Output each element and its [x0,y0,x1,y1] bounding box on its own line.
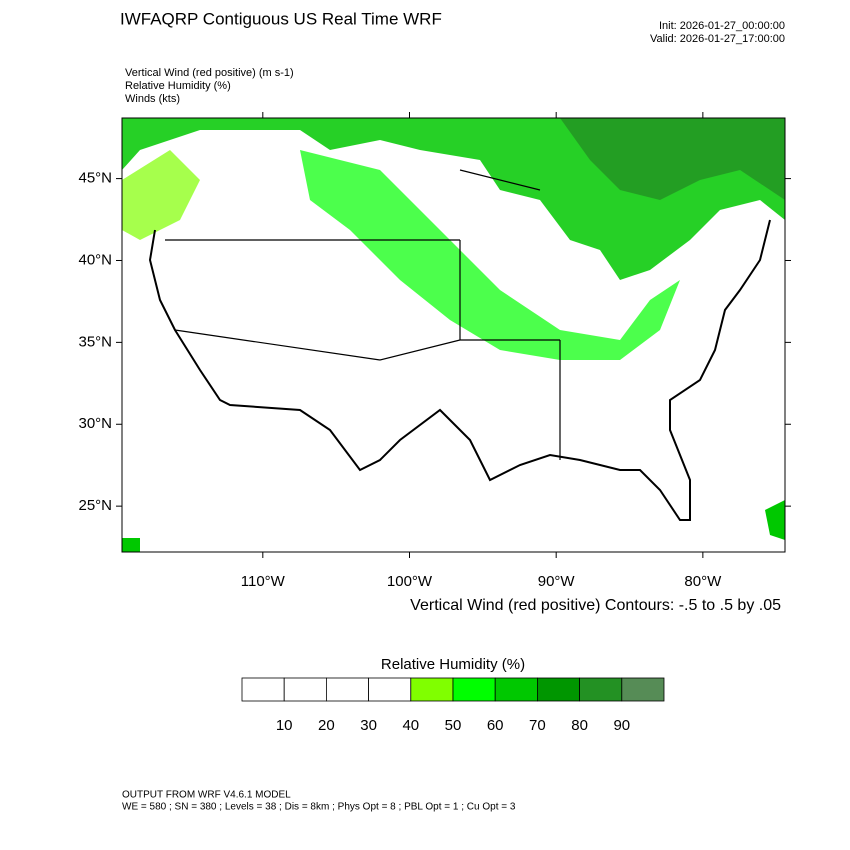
title: IWFAQRP Contiguous US Real Time WRF [120,9,442,28]
colorbar-box [283,677,327,702]
colorbar-label: 10 [276,717,293,734]
colorbar-box [325,677,369,702]
colorbar-label: 60 [487,717,504,734]
colorbar-box [410,677,454,702]
y-tick-label: 30°N [78,415,112,432]
colorbar-label: 70 [529,717,546,734]
footer-line: OUTPUT FROM WRF V4.6.1 MODEL [122,790,291,801]
field-label: Relative Humidity (%) [125,80,231,92]
init-time: Init: 2026-01-27_00:00:00 [659,20,785,32]
colorbar-label: 30 [360,717,377,734]
colorbar-label: 40 [402,717,419,734]
colorbar-box [621,677,665,702]
y-tick-label: 40°N [78,251,112,268]
colorbar-box [368,677,412,702]
colorbar-box [452,677,496,702]
x-tick-label: 110°W [241,573,286,590]
y-tick-label: 35°N [78,333,112,350]
colorbar-label: 20 [318,717,335,734]
colorbar-box [537,677,581,702]
y-tick-label: 45°N [78,170,112,187]
x-tick-label: 90°W [538,573,576,590]
valid-time: Valid: 2026-01-27_17:00:00 [650,33,785,45]
x-tick-label: 80°W [684,573,722,590]
colorbar-label: 80 [571,717,588,734]
colorbar-label: 90 [613,717,630,734]
colorbar-label: 50 [445,717,462,734]
x-tick-label: 100°W [387,573,433,590]
contour-note: Vertical Wind (red positive) Contours: -… [410,597,781,614]
colorbar-box [579,677,623,702]
footer-line: WE = 580 ; SN = 380 ; Levels = 38 ; Dis … [122,802,516,813]
y-tick-label: 25°N [78,497,112,514]
colorbar-title: Relative Humidity (%) [381,656,525,673]
colorbar-box [241,677,285,702]
field-label: Vertical Wind (red positive) (m s-1) [125,67,294,79]
colorbar-box [494,677,538,702]
field-label: Winds (kts) [125,93,180,105]
map [121,117,786,553]
